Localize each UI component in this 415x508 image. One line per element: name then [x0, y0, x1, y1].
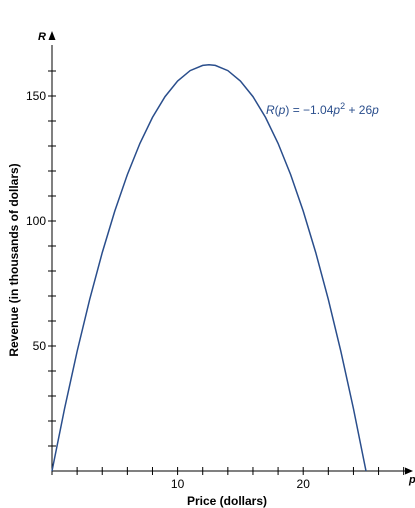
equation-variable: p: [332, 103, 340, 117]
y-axis-title: Revenue (in thousands of dollars): [7, 163, 21, 356]
equation-open-paren: (: [275, 103, 279, 117]
equation-close-paren: ): [285, 103, 289, 117]
y-tick-label: 150: [26, 89, 46, 103]
equation-function: R: [266, 103, 275, 117]
equation-tail: + 26: [345, 103, 372, 117]
y-axis-arrow: [48, 31, 56, 40]
x-tick-label: 20: [297, 477, 311, 491]
x-axis-title: Price (dollars): [187, 494, 267, 508]
equation-variable: p: [278, 103, 286, 117]
equation-exponent: 2: [340, 101, 345, 111]
curve-equation-label: R(p) = −1.04p2 + 26p: [266, 101, 379, 117]
y-tick-label: 100: [26, 214, 46, 228]
equation-variable: p: [371, 103, 379, 117]
equation-body: = −1.04: [289, 103, 333, 117]
axis-tick-labels: 10 20 50 100 150: [26, 89, 310, 491]
revenue-curve: [51, 63, 367, 472]
y-tick-label: 50: [33, 339, 47, 353]
x-axis-arrow: [405, 467, 413, 475]
x-axis-variable: p: [408, 474, 415, 486]
series-layer: [51, 63, 367, 472]
x-tick-label: 10: [171, 477, 185, 491]
y-axis-variable: R: [38, 31, 46, 43]
axis-ticks: [48, 70, 405, 475]
